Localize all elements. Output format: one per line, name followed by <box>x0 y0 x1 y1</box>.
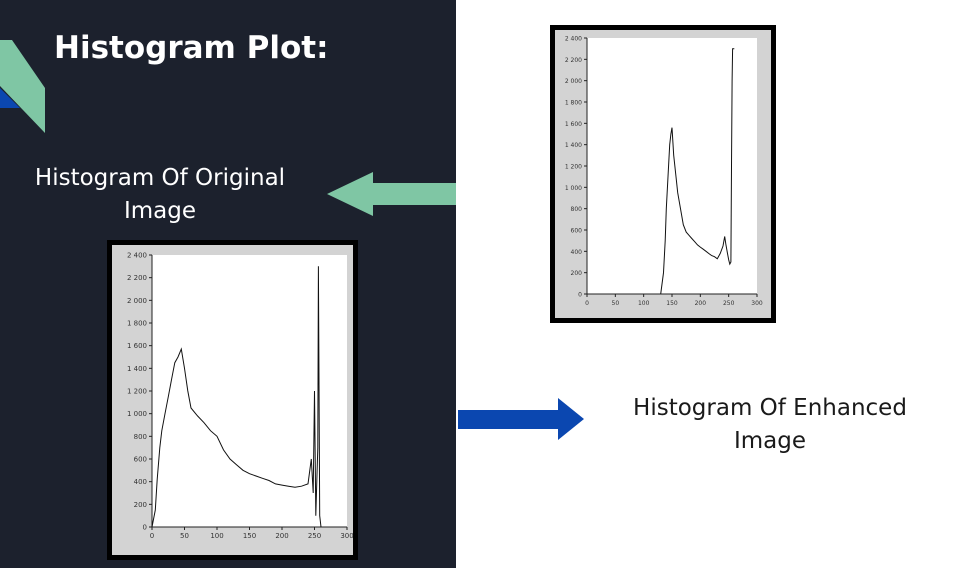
y-tick-label: 2 200 <box>127 274 147 282</box>
y-tick-label: 600 <box>571 228 583 235</box>
plot-area <box>587 38 757 294</box>
x-tick-label: 300 <box>751 300 763 307</box>
y-tick-label: 1 200 <box>127 388 147 396</box>
y-tick-label: 0 <box>143 524 147 532</box>
x-tick-label: 250 <box>308 532 321 540</box>
x-tick-label: 50 <box>180 532 189 540</box>
green-arrow-left-icon <box>327 172 456 216</box>
enhanced-histogram-label: Histogram Of Enhanced Image <box>633 395 907 454</box>
x-tick-label: 0 <box>585 300 589 307</box>
x-tick-label: 300 <box>340 532 353 540</box>
y-tick-label: 800 <box>134 433 147 441</box>
y-tick-label: 2 200 <box>565 57 582 64</box>
y-tick-label: 600 <box>134 456 147 464</box>
original-histogram-frame: 0 200 400 600 800 1 000 1 200 1 400 1 600 1 800 2 … <box>107 240 358 560</box>
y-tick-label: 2 400 <box>127 252 147 260</box>
y-tick-label: 1 000 <box>565 185 582 192</box>
y-tick-label: 400 <box>571 249 583 256</box>
slide-title: Histogram Plot: <box>54 30 329 66</box>
y-tick-label: 1 400 <box>127 365 147 373</box>
y-tick-label: 2 000 <box>565 78 582 85</box>
y-tick-label: 200 <box>134 501 147 509</box>
y-tick-label: 400 <box>134 478 147 486</box>
y-tick-label: 1 600 <box>565 121 582 128</box>
enhanced-histogram-chart: 0 200 400 600 800 1 000 1 200 1 400 1 600 1 800 2 … <box>555 30 771 318</box>
y-tick-label: 1 600 <box>127 342 147 350</box>
y-tick-label: 1 000 <box>127 410 147 418</box>
y-tick-label: 2 400 <box>565 36 582 43</box>
x-tick-label: 150 <box>243 532 256 540</box>
x-tick-label: 200 <box>695 300 707 307</box>
y-tick-label: 200 <box>571 270 583 277</box>
histogram-series-line <box>151 266 322 528</box>
y-tick-label: 1 400 <box>565 142 582 149</box>
enhanced-histogram-frame: 0 200 400 600 800 1 000 1 200 1 400 1 600 1 800 2 … <box>550 25 776 323</box>
x-tick-label: 100 <box>210 532 223 540</box>
histogram-series-line <box>660 48 735 295</box>
original-histogram-chart: 0 200 400 600 800 1 000 1 200 1 400 1 600 1 800 2 … <box>112 245 353 555</box>
y-tick-label: 0 <box>578 292 582 299</box>
y-tick-label: 1 800 <box>127 320 147 328</box>
corner-ribbon-decoration <box>0 40 45 133</box>
y-tick-label: 1 800 <box>565 100 582 107</box>
y-tick-label: 1 200 <box>565 164 582 171</box>
x-tick-label: 50 <box>612 300 620 307</box>
x-tick-label: 100 <box>638 300 650 307</box>
x-tick-label: 250 <box>723 300 735 307</box>
original-histogram-label: Histogram Of Original Image <box>34 165 286 224</box>
blue-arrow-right-icon <box>458 398 584 440</box>
x-tick-label: 200 <box>275 532 288 540</box>
x-tick-label: 150 <box>666 300 678 307</box>
y-tick-label: 2 000 <box>127 297 147 305</box>
x-tick-label: 0 <box>150 532 154 540</box>
y-tick-label: 800 <box>571 206 583 213</box>
